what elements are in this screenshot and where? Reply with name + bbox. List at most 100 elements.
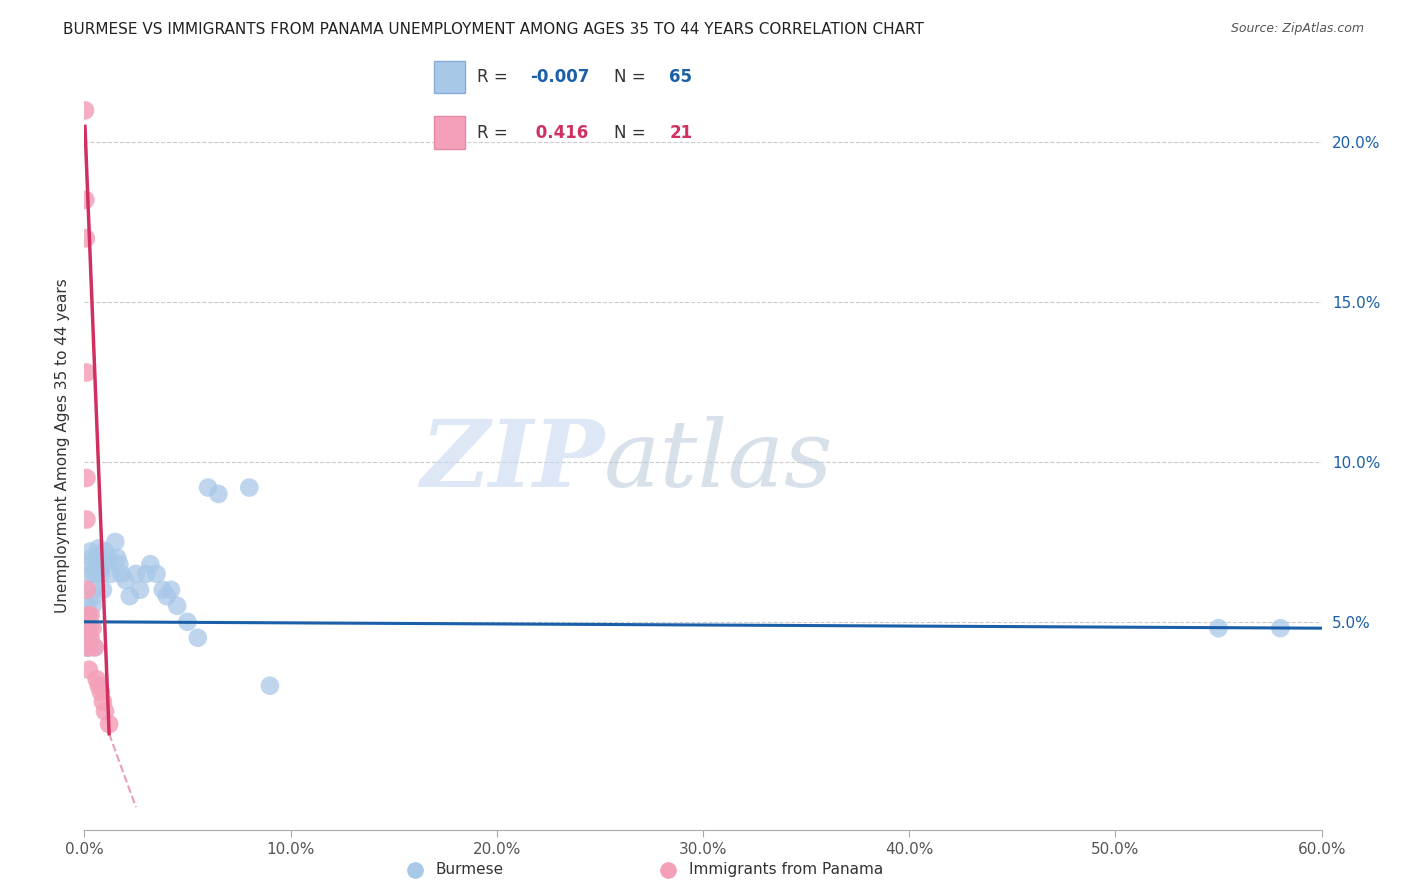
Point (77, 640, 100, 655)
Point (82, 599, 104, 613)
Point (82, 582, 104, 597)
Point (73, 103, 96, 118)
Point (98, 550, 121, 565)
Point (75, 634, 97, 648)
Point (77, 608, 100, 623)
Point (76, 599, 98, 613)
Text: -0.007: -0.007 (530, 68, 589, 86)
Point (238, 481, 260, 495)
Point (75, 621, 97, 635)
Point (79, 608, 101, 623)
Point (1208, 621, 1230, 635)
Point (77, 621, 100, 635)
Point (86, 566, 108, 581)
Point (75, 627, 97, 641)
Point (80, 550, 103, 565)
Text: N =: N = (613, 68, 651, 86)
Point (77, 621, 100, 635)
Point (75, 366, 97, 380)
Text: BURMESE VS IMMIGRANTS FROM PANAMA UNEMPLOYMENT AMONG AGES 35 TO 44 YEARS CORRELA: BURMESE VS IMMIGRANTS FROM PANAMA UNEMPL… (63, 22, 924, 37)
Point (145, 566, 167, 581)
Point (176, 615, 198, 629)
Point (75, 615, 97, 629)
Text: N =: N = (613, 124, 651, 142)
Point (75, 193, 97, 207)
Point (91, 695, 114, 709)
Text: 21: 21 (669, 124, 692, 142)
Point (75, 231, 97, 245)
Point (83, 566, 105, 581)
Point (82, 621, 104, 635)
Text: 65: 65 (669, 68, 692, 86)
Point (105, 550, 128, 565)
Point (139, 558, 162, 572)
Point (91, 582, 114, 597)
Point (77, 615, 100, 629)
Y-axis label: Unemployment Among Ages 35 to 44 years: Unemployment Among Ages 35 to 44 years (55, 278, 70, 614)
Point (76, 631, 98, 645)
FancyBboxPatch shape (434, 117, 465, 149)
Point (77, 615, 100, 629)
Point (90, 566, 112, 581)
Point (94, 544, 117, 558)
Text: R =: R = (478, 68, 513, 86)
Point (77, 663, 100, 677)
Text: Burmese: Burmese (436, 863, 503, 877)
Point (86, 673, 108, 687)
Text: ZIP: ZIP (420, 417, 605, 507)
Point (75, 608, 97, 623)
Point (187, 631, 209, 645)
Point (79, 631, 101, 645)
Point (79, 621, 101, 635)
Point (79, 544, 101, 558)
Point (135, 566, 157, 581)
Point (114, 573, 136, 587)
Point (166, 599, 188, 613)
Point (125, 566, 148, 581)
Point (76, 640, 98, 655)
Point (108, 558, 131, 572)
Point (83, 640, 105, 655)
Point (76, 615, 98, 629)
Point (83, 589, 105, 603)
Point (79, 566, 101, 581)
Point (160, 582, 183, 597)
Point (75, 634, 97, 648)
Point (75, 621, 97, 635)
Point (90, 685, 112, 699)
Point (197, 481, 219, 495)
Point (129, 582, 152, 597)
Text: Source: ZipAtlas.com: Source: ZipAtlas.com (1230, 22, 1364, 36)
Point (75, 627, 97, 641)
Point (104, 534, 127, 549)
Point (87, 558, 110, 572)
Point (79, 558, 101, 572)
Point (94, 558, 117, 572)
Text: R =: R = (478, 124, 513, 142)
Point (86, 550, 108, 565)
Point (77, 640, 100, 655)
Point (94, 704, 117, 718)
Point (75, 471, 97, 485)
Point (100, 566, 122, 581)
Point (83, 640, 105, 655)
Point (98, 717, 121, 731)
Point (1270, 621, 1292, 635)
Point (73, 621, 96, 635)
Point (76, 608, 98, 623)
Point (75, 512, 97, 526)
Point (152, 582, 174, 597)
Point (73, 615, 96, 629)
Point (76, 631, 98, 645)
Point (207, 487, 229, 501)
Text: atlas: atlas (605, 417, 834, 507)
Point (259, 679, 281, 693)
Point (87, 541, 110, 556)
Point (110, 566, 132, 581)
Text: 0.416: 0.416 (530, 124, 588, 142)
FancyBboxPatch shape (434, 61, 465, 94)
Point (75, 640, 97, 655)
Point (76, 621, 98, 635)
Point (87, 679, 110, 693)
Point (76, 582, 98, 597)
